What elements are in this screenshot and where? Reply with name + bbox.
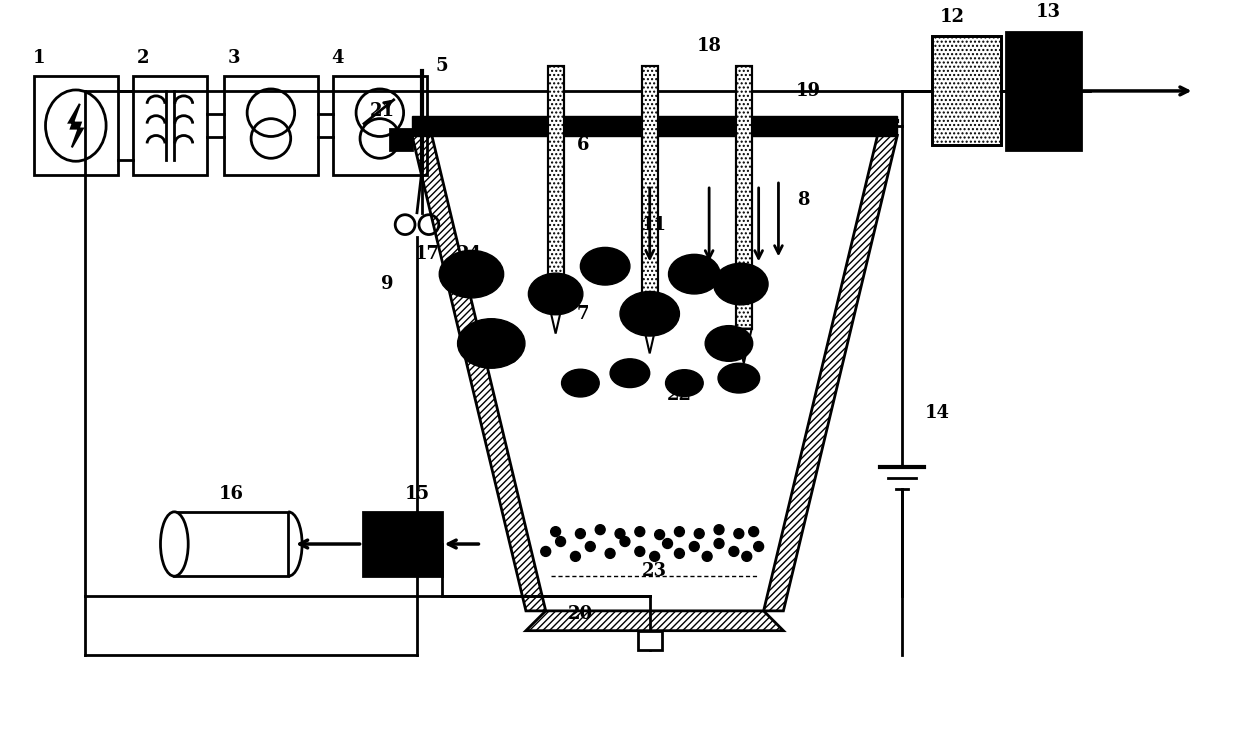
Bar [332, 76, 427, 175]
Text: 16: 16 [218, 485, 244, 503]
Bar [735, 66, 751, 328]
Text: 21: 21 [370, 102, 394, 120]
Ellipse shape [620, 291, 680, 336]
Ellipse shape [610, 359, 650, 388]
Ellipse shape [668, 254, 720, 294]
Polygon shape [432, 136, 878, 611]
Text: 22: 22 [667, 386, 692, 404]
Bar [932, 36, 1001, 145]
Bar [642, 66, 657, 319]
Ellipse shape [718, 363, 760, 393]
Text: 9: 9 [381, 275, 393, 293]
Circle shape [541, 547, 551, 556]
Text: 24: 24 [458, 245, 482, 263]
Bar [175, 512, 288, 576]
Text: 17: 17 [414, 245, 439, 263]
Bar [932, 36, 1001, 145]
Text: 10: 10 [494, 349, 518, 368]
Ellipse shape [706, 325, 753, 362]
Ellipse shape [160, 512, 188, 576]
Ellipse shape [713, 263, 768, 305]
Circle shape [714, 525, 724, 534]
Circle shape [754, 542, 764, 551]
Bar [1006, 32, 1080, 150]
Text: 18: 18 [697, 37, 722, 56]
Circle shape [605, 548, 615, 559]
Circle shape [749, 527, 759, 536]
Polygon shape [412, 116, 898, 136]
Text: 19: 19 [796, 82, 821, 100]
Circle shape [655, 530, 665, 539]
Circle shape [615, 528, 625, 539]
Circle shape [694, 528, 704, 539]
Ellipse shape [666, 370, 703, 396]
Bar [362, 512, 441, 576]
Text: 23: 23 [642, 562, 667, 580]
Circle shape [620, 536, 630, 547]
Text: 5: 5 [435, 57, 448, 75]
Circle shape [689, 542, 699, 551]
Bar [224, 76, 317, 175]
Text: 7: 7 [577, 305, 589, 323]
Text: 8: 8 [797, 191, 810, 209]
Text: 3: 3 [227, 49, 241, 67]
Circle shape [575, 528, 585, 539]
Circle shape [595, 525, 605, 534]
Circle shape [585, 542, 595, 551]
Polygon shape [69, 104, 83, 147]
Bar [133, 76, 207, 175]
Text: 2: 2 [136, 49, 149, 67]
Text: 20: 20 [568, 605, 593, 623]
Circle shape [570, 551, 580, 562]
Ellipse shape [562, 369, 599, 397]
Ellipse shape [439, 250, 503, 298]
Circle shape [742, 551, 751, 562]
Circle shape [702, 551, 712, 562]
Circle shape [734, 528, 744, 539]
Text: 1: 1 [32, 49, 45, 67]
Text: 11: 11 [642, 216, 667, 233]
Ellipse shape [458, 319, 525, 368]
Circle shape [650, 551, 660, 562]
Circle shape [714, 539, 724, 548]
Circle shape [662, 539, 672, 548]
Ellipse shape [580, 247, 630, 285]
Ellipse shape [528, 273, 583, 315]
Circle shape [556, 536, 565, 547]
Text: 4: 4 [331, 49, 343, 67]
Text: 15: 15 [404, 485, 429, 503]
Bar [637, 631, 662, 651]
Circle shape [635, 547, 645, 556]
Circle shape [635, 527, 645, 536]
Circle shape [675, 527, 684, 536]
Circle shape [551, 527, 560, 536]
Text: 12: 12 [939, 7, 965, 26]
Bar [735, 66, 751, 328]
Bar [391, 129, 412, 150]
Bar [548, 66, 563, 299]
Text: 14: 14 [924, 404, 950, 422]
Bar [33, 76, 118, 175]
Bar [642, 66, 657, 319]
Bar [548, 66, 563, 299]
Circle shape [675, 548, 684, 559]
Text: 13: 13 [1035, 3, 1061, 21]
Circle shape [729, 547, 739, 556]
Text: 6: 6 [577, 136, 589, 154]
